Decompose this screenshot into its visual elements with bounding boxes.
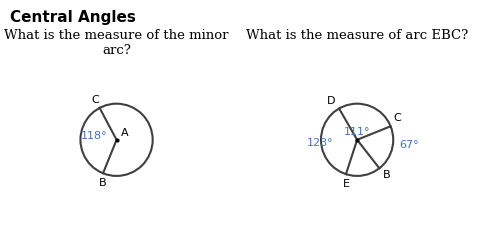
Text: 111°: 111° [344, 127, 371, 137]
Text: C: C [92, 95, 100, 105]
Text: 118°: 118° [81, 131, 108, 141]
Text: D: D [326, 96, 335, 106]
Text: What is the measure of the minor
arc?: What is the measure of the minor arc? [4, 29, 229, 57]
Text: What is the measure of arc EBC?: What is the measure of arc EBC? [246, 29, 468, 42]
Text: E: E [342, 179, 350, 189]
Text: 67°: 67° [399, 140, 419, 150]
Text: B: B [99, 178, 107, 188]
Text: C: C [394, 113, 401, 123]
Text: B: B [383, 170, 391, 180]
Text: 123°: 123° [307, 138, 334, 148]
Text: Central Angles: Central Angles [10, 10, 136, 25]
Text: A: A [121, 128, 128, 138]
